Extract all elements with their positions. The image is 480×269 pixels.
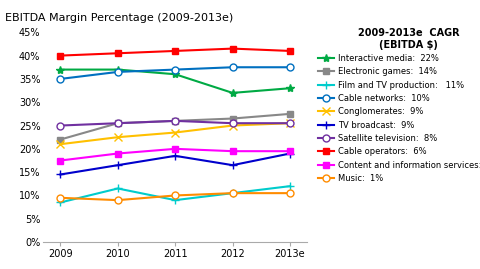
Cable networks:  10%: (2.01e+03, 37.5): 10%: (2.01e+03, 37.5) [230,66,236,69]
Satellite television:  8%: (2.01e+03, 26): 8%: (2.01e+03, 26) [172,119,178,122]
Cable operators:  6%: (2.01e+03, 41): 6%: (2.01e+03, 41) [172,49,178,52]
Cable networks:  10%: (2.01e+03, 37.5): 10%: (2.01e+03, 37.5) [287,66,293,69]
Cable operators:  6%: (2.01e+03, 40): 6%: (2.01e+03, 40) [58,54,63,57]
TV broadcast:  9%: (2.01e+03, 14.5): 9%: (2.01e+03, 14.5) [58,173,63,176]
Text: EBITDA Margin Percentage (2009-2013e): EBITDA Margin Percentage (2009-2013e) [5,13,233,23]
Conglomerates:  9%: (2.01e+03, 22.5): 9%: (2.01e+03, 22.5) [115,136,120,139]
Electronic games:  14%: (2.01e+03, 25.5): 14%: (2.01e+03, 25.5) [115,122,120,125]
Line: TV broadcast:  9%: TV broadcast: 9% [56,149,294,179]
Cable networks:  10%: (2.01e+03, 35): 10%: (2.01e+03, 35) [58,77,63,80]
Content and information services:  2%: (2.01e+03, 19.5): 2%: (2.01e+03, 19.5) [287,150,293,153]
Satellite television:  8%: (2.01e+03, 25.5): 8%: (2.01e+03, 25.5) [287,122,293,125]
Satellite television:  8%: (2.01e+03, 25.5): 8%: (2.01e+03, 25.5) [230,122,236,125]
Line: Electronic games:  14%: Electronic games: 14% [58,111,293,142]
Film and TV production:   11%: (2.01e+03, 9): 11%: (2.01e+03, 9) [172,199,178,202]
Legend: Interactive media:  22%, Electronic games:  14%, Film and TV production:   11%, : Interactive media: 22%, Electronic games… [318,28,480,183]
Line: Film and TV production:   11%: Film and TV production: 11% [56,182,294,207]
Satellite television:  8%: (2.01e+03, 25.5): 8%: (2.01e+03, 25.5) [115,122,120,125]
TV broadcast:  9%: (2.01e+03, 19): 9%: (2.01e+03, 19) [287,152,293,155]
Interactive media:  22%: (2.01e+03, 36): 22%: (2.01e+03, 36) [172,73,178,76]
Film and TV production:   11%: (2.01e+03, 11.5): 11%: (2.01e+03, 11.5) [115,187,120,190]
Conglomerates:  9%: (2.01e+03, 25): 9%: (2.01e+03, 25) [230,124,236,127]
TV broadcast:  9%: (2.01e+03, 18.5): 9%: (2.01e+03, 18.5) [172,154,178,157]
Cable operators:  6%: (2.01e+03, 41.5): 6%: (2.01e+03, 41.5) [230,47,236,50]
Film and TV production:   11%: (2.01e+03, 12): 11%: (2.01e+03, 12) [287,185,293,188]
Film and TV production:   11%: (2.01e+03, 8.5): 11%: (2.01e+03, 8.5) [58,201,63,204]
Line: Cable networks:  10%: Cable networks: 10% [57,64,293,82]
Content and information services:  2%: (2.01e+03, 17.5): 2%: (2.01e+03, 17.5) [58,159,63,162]
Content and information services:  2%: (2.01e+03, 19.5): 2%: (2.01e+03, 19.5) [230,150,236,153]
Line: Content and information services:  2%: Content and information services: 2% [58,146,293,163]
Satellite television:  8%: (2.01e+03, 25): 8%: (2.01e+03, 25) [58,124,63,127]
Content and information services:  2%: (2.01e+03, 19): 2%: (2.01e+03, 19) [115,152,120,155]
Electronic games:  14%: (2.01e+03, 26.5): 14%: (2.01e+03, 26.5) [230,117,236,120]
Music:  1%: (2.01e+03, 10.5): 1%: (2.01e+03, 10.5) [287,192,293,195]
Cable networks:  10%: (2.01e+03, 36.5): 10%: (2.01e+03, 36.5) [115,70,120,73]
Interactive media:  22%: (2.01e+03, 32): 22%: (2.01e+03, 32) [230,91,236,94]
Cable operators:  6%: (2.01e+03, 40.5): 6%: (2.01e+03, 40.5) [115,52,120,55]
Conglomerates:  9%: (2.01e+03, 21): 9%: (2.01e+03, 21) [58,143,63,146]
Music:  1%: (2.01e+03, 10.5): 1%: (2.01e+03, 10.5) [230,192,236,195]
Conglomerates:  9%: (2.01e+03, 23.5): 9%: (2.01e+03, 23.5) [172,131,178,134]
TV broadcast:  9%: (2.01e+03, 16.5): 9%: (2.01e+03, 16.5) [115,164,120,167]
Electronic games:  14%: (2.01e+03, 22): 14%: (2.01e+03, 22) [58,138,63,141]
Interactive media:  22%: (2.01e+03, 37): 22%: (2.01e+03, 37) [115,68,120,71]
TV broadcast:  9%: (2.01e+03, 16.5): 9%: (2.01e+03, 16.5) [230,164,236,167]
Electronic games:  14%: (2.01e+03, 26): 14%: (2.01e+03, 26) [172,119,178,122]
Music:  1%: (2.01e+03, 10): 1%: (2.01e+03, 10) [172,194,178,197]
Line: Music:  1%: Music: 1% [57,190,293,204]
Content and information services:  2%: (2.01e+03, 20): 2%: (2.01e+03, 20) [172,147,178,150]
Conglomerates:  9%: (2.01e+03, 25.5): 9%: (2.01e+03, 25.5) [287,122,293,125]
Music:  1%: (2.01e+03, 9): 1%: (2.01e+03, 9) [115,199,120,202]
Line: Conglomerates:  9%: Conglomerates: 9% [56,119,294,148]
Line: Satellite television:  8%: Satellite television: 8% [57,117,293,129]
Line: Interactive media:  22%: Interactive media: 22% [56,65,294,97]
Music:  1%: (2.01e+03, 9.5): 1%: (2.01e+03, 9.5) [58,196,63,199]
Line: Cable operators:  6%: Cable operators: 6% [58,46,293,58]
Electronic games:  14%: (2.01e+03, 27.5): 14%: (2.01e+03, 27.5) [287,112,293,115]
Cable operators:  6%: (2.01e+03, 41): 6%: (2.01e+03, 41) [287,49,293,52]
Interactive media:  22%: (2.01e+03, 37): 22%: (2.01e+03, 37) [58,68,63,71]
Cable networks:  10%: (2.01e+03, 37): 10%: (2.01e+03, 37) [172,68,178,71]
Film and TV production:   11%: (2.01e+03, 10.5): 11%: (2.01e+03, 10.5) [230,192,236,195]
Interactive media:  22%: (2.01e+03, 33): 22%: (2.01e+03, 33) [287,87,293,90]
